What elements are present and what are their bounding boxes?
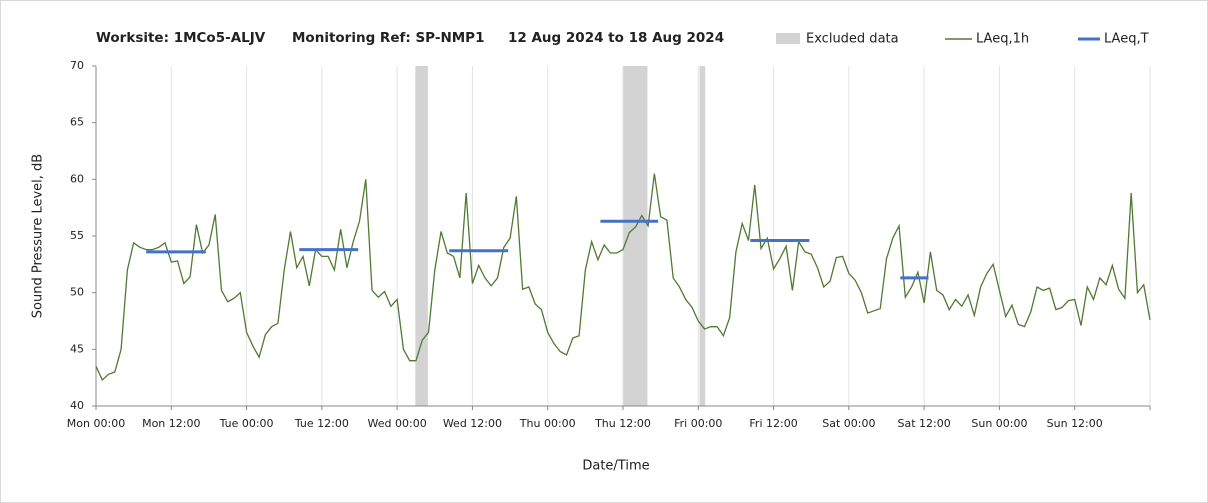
x-tick-label: Sat 00:00 [822, 417, 875, 430]
y-tick-label: 55 [70, 229, 84, 242]
y-tick-label: 45 [70, 342, 84, 355]
x-tick-label: Sat 12:00 [898, 417, 951, 430]
title-dates: 12 Aug 2024 to 18 Aug 2024 [508, 30, 724, 46]
x-tick-label: Sun 00:00 [971, 417, 1027, 430]
x-tick-label: Fri 12:00 [749, 417, 797, 430]
y-tick-label: 40 [70, 399, 84, 412]
x-tick-label: Tue 00:00 [219, 417, 274, 430]
x-tick-label: Thu 12:00 [594, 417, 651, 430]
x-tick-label: Tue 12:00 [294, 417, 349, 430]
y-tick-label: 50 [70, 286, 84, 299]
y-tick-label: 70 [70, 59, 84, 72]
legend-label: LAeq,T [1104, 32, 1149, 47]
legend-label: Excluded data [806, 32, 899, 47]
excluded-band [623, 66, 648, 406]
x-tick-label: Thu 00:00 [519, 417, 576, 430]
title-worksite: Worksite: 1MCo5-ALJV [96, 30, 266, 46]
y-tick-label: 65 [70, 116, 84, 129]
title-monitoring: Monitoring Ref: SP-NMP1 [292, 30, 484, 46]
x-tick-label: Mon 12:00 [142, 417, 200, 430]
laeq-1h-line [95, 173, 1151, 382]
x-axis-label: Date/Time [582, 459, 649, 474]
y-tick-label: 60 [70, 172, 84, 185]
x-tick-label: Wed 12:00 [443, 417, 502, 430]
x-tick-label: Wed 00:00 [368, 417, 427, 430]
x-tick-label: Fri 00:00 [674, 417, 722, 430]
legend-swatch [776, 33, 800, 44]
excluded-band [415, 66, 428, 406]
x-tick-label: Sun 12:00 [1047, 417, 1103, 430]
legend-label: LAeq,1h [976, 32, 1029, 47]
x-tick-label: Mon 00:00 [67, 417, 125, 430]
y-axis-label: Sound Pressure Level, dB [31, 154, 46, 318]
excluded-band [699, 66, 706, 406]
